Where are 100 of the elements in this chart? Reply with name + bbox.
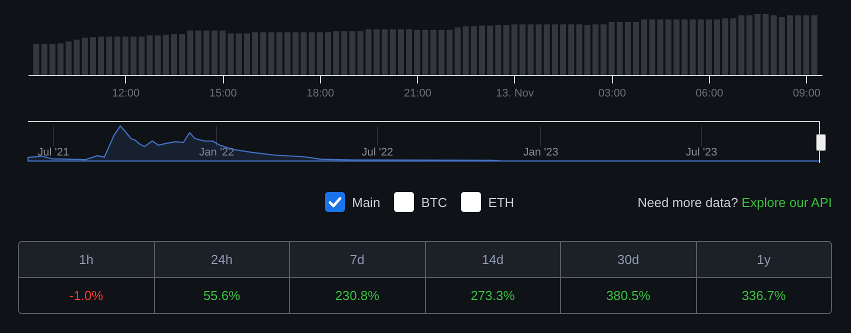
bar — [146, 35, 153, 75]
text: Need more data? — [638, 195, 738, 210]
bar — [138, 36, 145, 75]
bar — [260, 32, 266, 75]
bar — [632, 22, 639, 75]
x-tick-label: 15:00 — [209, 88, 237, 100]
bar — [487, 26, 494, 75]
x-tick-label: 21:00 — [404, 88, 432, 100]
bar — [74, 40, 80, 75]
bar — [714, 19, 720, 75]
data-label: 55.6% — [154, 278, 289, 313]
bar — [122, 36, 128, 75]
category-label: 30d — [561, 242, 696, 278]
bar — [357, 31, 364, 75]
bar — [366, 29, 372, 75]
text: BTC — [421, 194, 448, 210]
bar — [503, 24, 510, 75]
bar — [171, 34, 178, 75]
bar — [657, 19, 664, 75]
data-label: 230.8% — [290, 278, 424, 313]
x-tick-label: 06:00 — [696, 88, 724, 100]
x-tick-label: 03:00 — [598, 88, 626, 100]
bar — [706, 19, 712, 75]
bar — [130, 36, 136, 75]
bar — [762, 14, 769, 75]
bar — [608, 22, 615, 75]
bar — [746, 15, 752, 75]
category-label: 24h — [154, 242, 289, 278]
bar — [414, 30, 420, 75]
bar — [470, 26, 477, 75]
x-tick-label: Jul '23 — [686, 146, 718, 158]
bar — [58, 43, 64, 75]
bar — [479, 26, 486, 75]
bar — [462, 26, 469, 75]
bar — [698, 19, 704, 75]
bar — [674, 19, 680, 75]
bar — [722, 18, 728, 75]
bar — [770, 15, 777, 75]
bar — [195, 30, 202, 75]
bar — [803, 15, 810, 75]
x-tick-label: Jul '22 — [362, 146, 394, 158]
bar — [300, 32, 307, 75]
bar — [438, 30, 444, 75]
bar — [82, 38, 88, 75]
bar — [382, 29, 388, 75]
bar — [536, 24, 542, 75]
bar — [220, 30, 226, 75]
bar — [778, 17, 785, 75]
bar — [576, 24, 582, 75]
bar — [325, 32, 332, 75]
x-tick-label: 13. Nov — [496, 88, 534, 100]
bar — [179, 34, 186, 75]
bar — [552, 24, 558, 75]
bar — [316, 32, 323, 75]
bar — [754, 14, 761, 75]
x-tick-label: Jan '23 — [523, 146, 558, 158]
bar — [422, 30, 428, 75]
data-label: 273.3% — [426, 278, 560, 313]
bar — [446, 30, 453, 75]
bar — [374, 29, 380, 75]
data-label: 336.7% — [696, 278, 831, 313]
bar — [560, 24, 566, 75]
bar — [162, 34, 169, 75]
x-tick-label: 18:00 — [306, 88, 334, 100]
bar — [786, 15, 793, 75]
text: ETH — [488, 194, 514, 210]
bar — [390, 29, 396, 75]
bar — [41, 44, 48, 75]
x-tick-label: Jul '21 — [38, 146, 70, 158]
bar — [212, 30, 218, 75]
bar — [520, 24, 526, 75]
bar — [284, 32, 290, 75]
bar — [568, 24, 574, 75]
bar — [616, 22, 623, 75]
bar — [33, 44, 40, 75]
bar — [341, 31, 348, 75]
bar — [333, 31, 340, 75]
bar — [544, 24, 550, 75]
bar — [641, 19, 648, 75]
category-label: 7d — [290, 242, 424, 278]
bar — [430, 30, 436, 75]
bar — [308, 32, 315, 75]
bar — [406, 29, 412, 75]
bar — [730, 18, 736, 75]
bar — [228, 34, 234, 75]
bar — [511, 24, 518, 75]
bar — [106, 36, 112, 75]
text: Main — [352, 194, 380, 210]
bar — [528, 24, 534, 75]
bar — [90, 37, 96, 75]
bar — [49, 44, 56, 75]
bar — [98, 36, 104, 75]
x-tick-label: 12:00 — [112, 88, 140, 100]
bar — [398, 29, 404, 75]
category-label: 1y — [696, 242, 831, 278]
bar — [244, 34, 250, 75]
bar — [738, 15, 744, 75]
text: Explore our API — [742, 195, 832, 210]
bar — [682, 19, 688, 75]
x-tick-label: 09:00 — [792, 88, 820, 100]
